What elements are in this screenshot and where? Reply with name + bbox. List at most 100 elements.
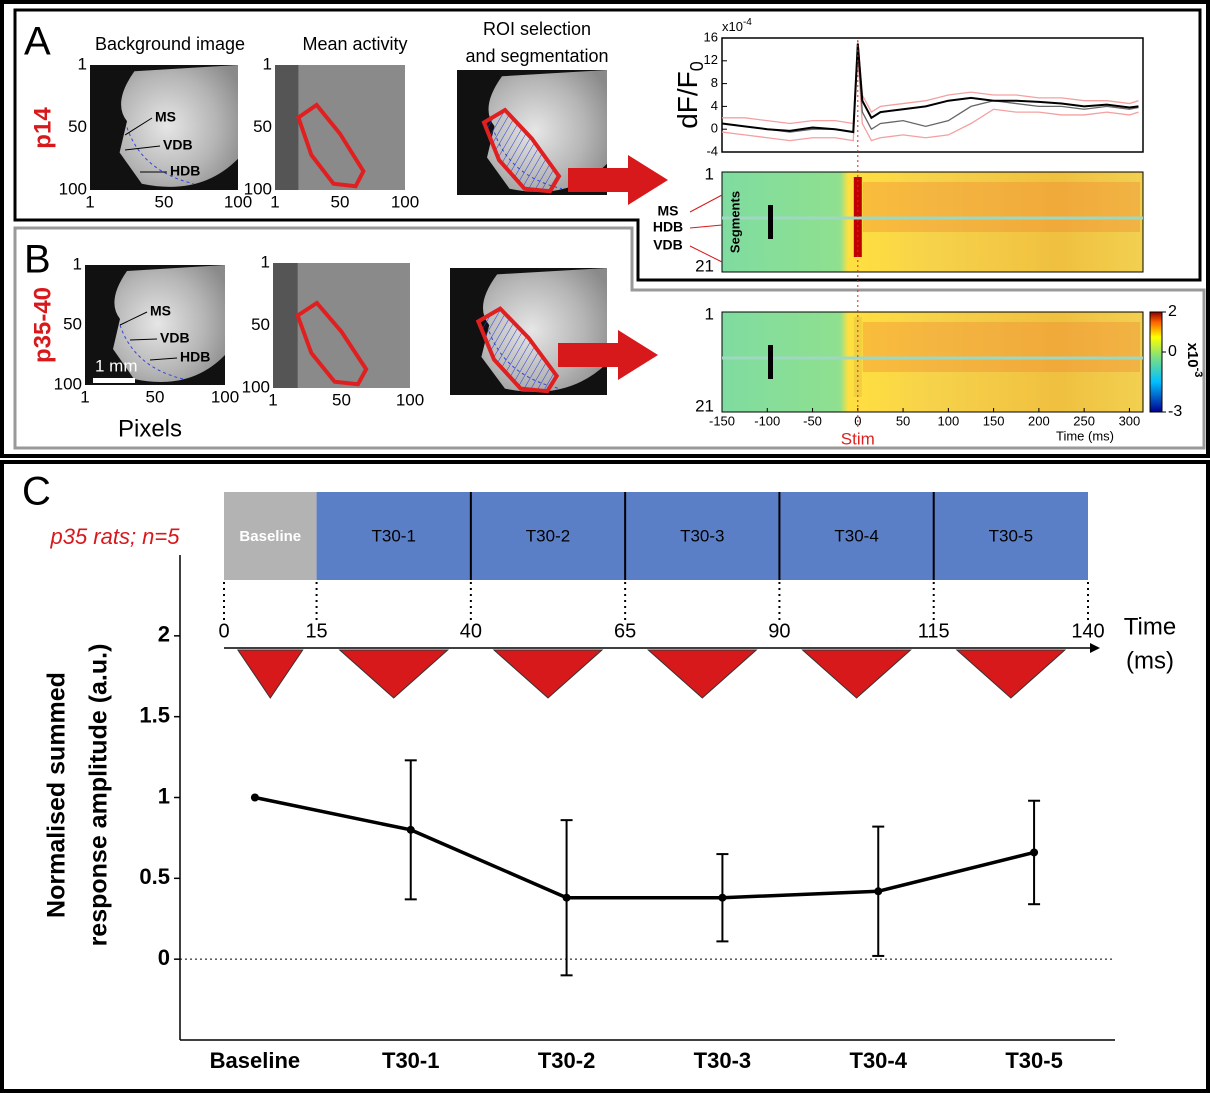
colorbar-label-exp: -3: [1192, 368, 1204, 378]
x-tick-label: 250: [1073, 413, 1095, 428]
heatmap-row-label: 1: [705, 164, 714, 183]
region-label: HDB: [180, 349, 210, 365]
y-axis-label: Normalised summed: [43, 672, 71, 918]
time-tick-label: 115: [918, 620, 950, 642]
y-tick-label: 0: [711, 121, 718, 136]
figure: ABCp14p35-40Background imageMean activit…: [0, 0, 1210, 1093]
x-tick-label: -100: [754, 413, 780, 428]
y-tick-label: 1.5: [139, 702, 170, 727]
region-label: VDB: [163, 137, 193, 153]
y-scale-exp: -4: [743, 17, 752, 28]
image-axis-label: 50: [63, 314, 82, 333]
heatmap: [722, 312, 1143, 412]
subtitle: p35 rats; n=5: [49, 524, 180, 549]
x-tick-label: 300: [1119, 413, 1141, 428]
y-tick-label: 1: [158, 783, 170, 808]
x-tick-label: T30-4: [850, 1048, 908, 1073]
stim-train: [340, 650, 448, 698]
colorbar: [1150, 312, 1162, 412]
colorbar-tick-label: 0: [1168, 343, 1177, 360]
stim-train: [957, 650, 1065, 698]
time-tick-label: 90: [768, 620, 790, 642]
activity-map: [298, 263, 410, 388]
time-tick-label: 15: [305, 620, 327, 642]
y-scale-base: x10: [722, 19, 743, 34]
region-label: VDB: [160, 330, 190, 346]
image-axis-label: 50: [331, 192, 350, 211]
image-title: ROI selection: [483, 19, 591, 39]
brain-image: [273, 263, 410, 388]
x-tick-label: 200: [1028, 413, 1050, 428]
x-tick-label: T30-3: [694, 1048, 751, 1073]
plot-frame: [722, 38, 1143, 152]
stim-train: [648, 650, 756, 698]
block-label: Baseline: [239, 528, 301, 545]
image-axis-label: 100: [54, 374, 82, 393]
x-tick-label: 100: [937, 413, 959, 428]
y-scale: x10-4: [722, 17, 752, 35]
block-label: T30-1: [372, 526, 416, 545]
heatmap-band: [863, 322, 1140, 372]
y-axis-label: dF/F0: [672, 61, 706, 129]
stim-label: Stim: [841, 429, 875, 448]
y-tick-label: 2: [158, 622, 170, 647]
image-title: Mean activity: [302, 34, 407, 54]
image-axis-label: 1: [261, 252, 270, 271]
segment-label: HDB: [653, 219, 683, 235]
image-axis-label: 100: [59, 179, 87, 198]
panel-label: B: [24, 238, 51, 282]
image-axis-label: 50: [155, 192, 174, 211]
panel-label: A: [24, 20, 51, 64]
pixels-label: Pixels: [118, 415, 182, 442]
heatmap-y-label: Segments: [727, 191, 742, 253]
colorbar-label: x10-3: [1184, 343, 1204, 378]
y-tick-label: -4: [706, 143, 718, 158]
block-label: T30-2: [526, 526, 570, 545]
segment-pointer: [690, 195, 722, 212]
segment-label: VDB: [653, 237, 683, 253]
x-axis-label: Time (ms): [1056, 428, 1114, 443]
image-axis-label: 100: [211, 387, 239, 406]
scale-bar-label: 1 mm: [95, 356, 138, 375]
block-label: T30-5: [989, 526, 1033, 545]
region-label: MS: [150, 303, 171, 319]
stim-train: [238, 650, 303, 698]
colorbar-tick-label: 2: [1168, 303, 1177, 320]
time-label: Time: [1124, 613, 1176, 640]
y-tick-label: 16: [704, 29, 718, 44]
data-point: [251, 794, 259, 802]
image-axis-label: 50: [68, 117, 87, 136]
heatmap-band: [863, 182, 1140, 232]
image-title: and segmentation: [465, 46, 608, 66]
time-tick-label: 140: [1071, 620, 1104, 642]
image-axis-label: 50: [251, 315, 270, 334]
brain-image: [450, 268, 607, 395]
heatmap: [722, 172, 1143, 272]
segment-label: MS: [658, 203, 679, 219]
region-label: HDB: [170, 163, 200, 179]
marker-bar: [768, 205, 773, 239]
x-tick-label: 150: [983, 413, 1005, 428]
time-tick-label: 40: [460, 620, 482, 642]
time-arrowhead: [1090, 643, 1100, 653]
x-tick-label: 50: [896, 413, 910, 428]
y-tick-label: 0.5: [139, 864, 170, 889]
time-tick-label: 0: [218, 620, 229, 642]
scale-bar: [93, 378, 135, 383]
x-tick-label: T30-2: [538, 1048, 595, 1073]
brain-image: [90, 65, 238, 190]
y-axis-label-sub: 0: [687, 61, 707, 71]
image-axis-label: 50: [332, 390, 351, 409]
time-unit: (ms): [1126, 647, 1174, 674]
row-label: p14: [29, 107, 56, 149]
y-axis-label: response amplitude (a.u.): [85, 644, 113, 947]
y-tick-label: 8: [711, 75, 718, 90]
brain-image: [275, 65, 405, 190]
image-axis-label: 100: [242, 377, 270, 396]
image-axis-label: 50: [253, 117, 272, 136]
image-axis-label: 100: [244, 179, 272, 198]
segment-pointer: [690, 225, 722, 228]
time-tick-label: 65: [614, 620, 636, 642]
heatmap-row-label: 21: [695, 256, 714, 275]
image-axis-label: 1: [78, 54, 87, 73]
